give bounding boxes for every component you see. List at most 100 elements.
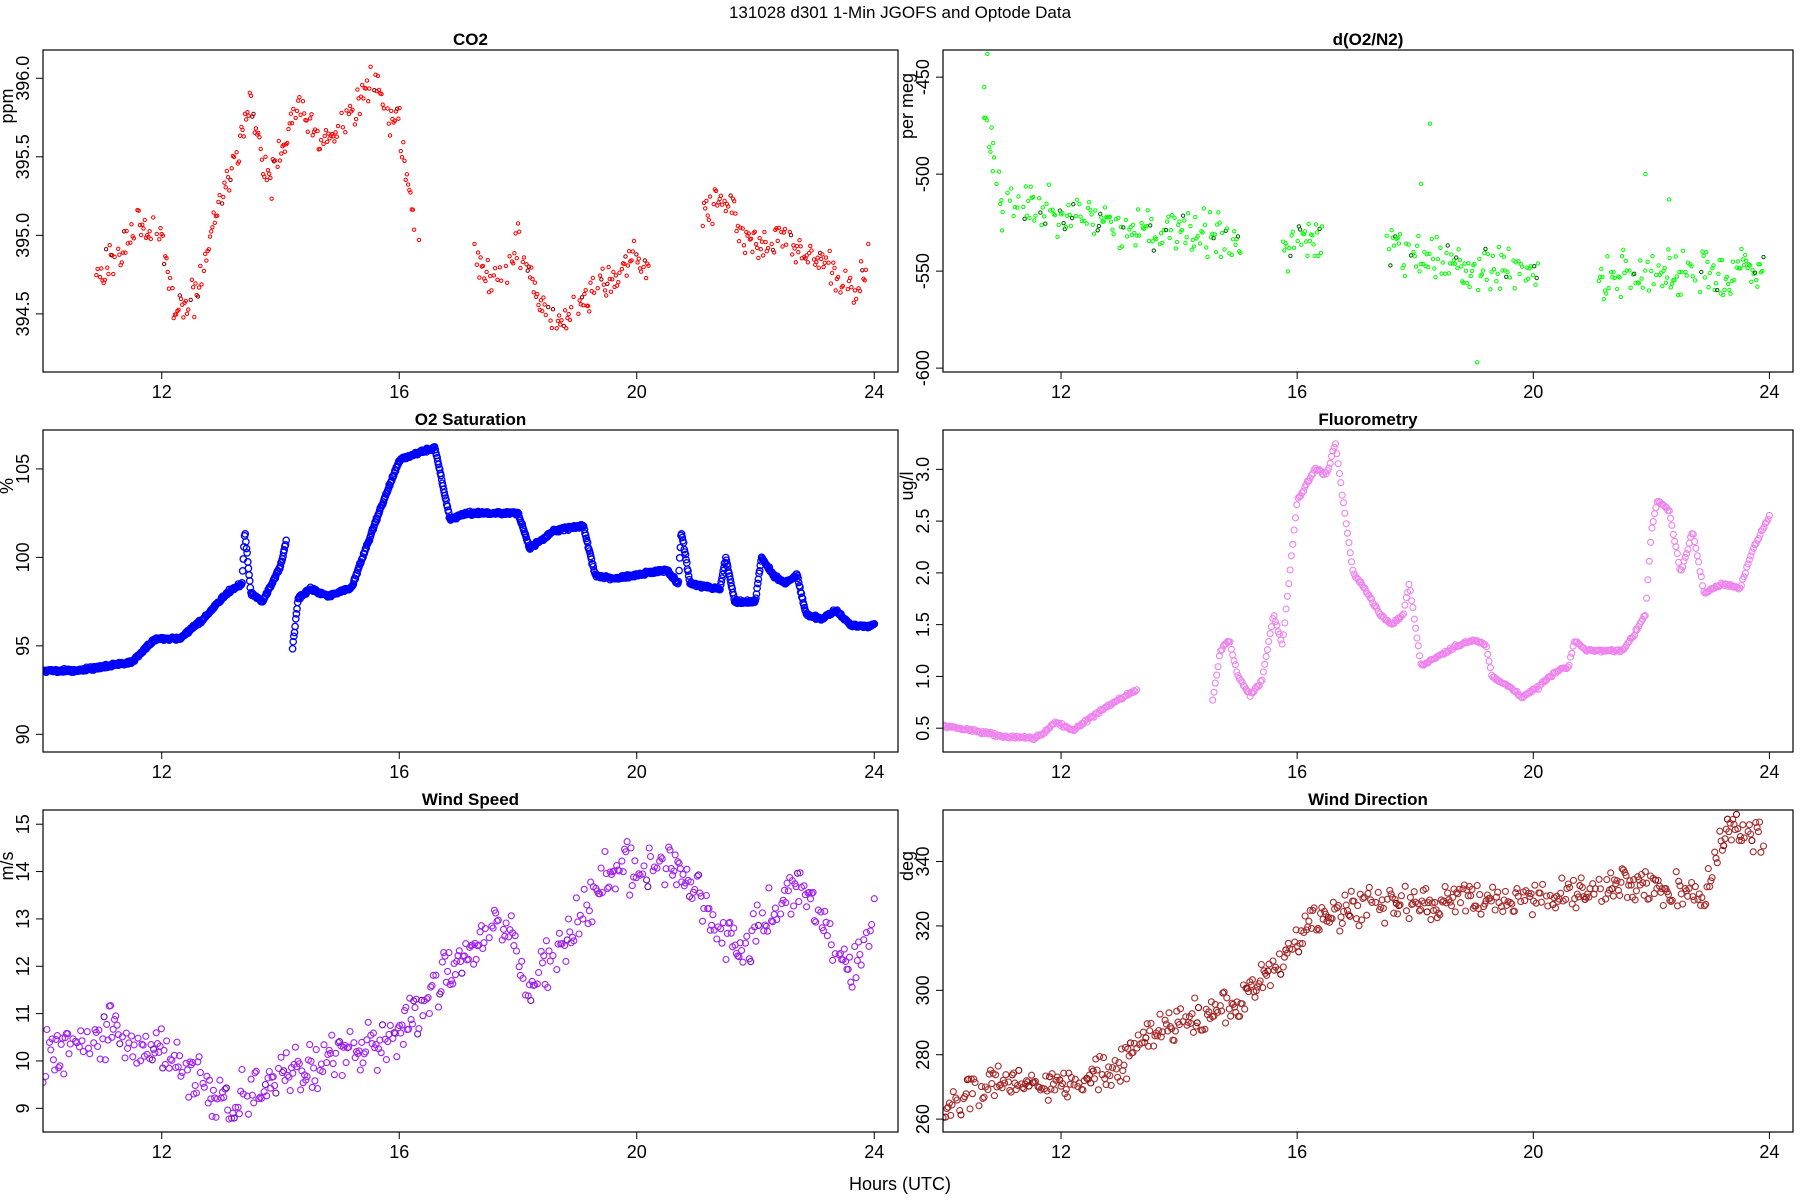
data-point xyxy=(854,296,859,302)
data-point xyxy=(244,1110,253,1118)
data-point xyxy=(1623,258,1628,264)
data-point xyxy=(1699,582,1707,590)
data-point xyxy=(856,950,864,959)
data-point xyxy=(1732,277,1737,283)
data-point xyxy=(1402,594,1410,602)
data-point xyxy=(1455,265,1460,271)
data-point xyxy=(576,311,581,316)
data-point xyxy=(129,1053,137,1061)
data-point xyxy=(208,1112,216,1120)
data-point xyxy=(717,577,726,586)
data-point xyxy=(780,244,785,249)
data-point xyxy=(519,974,527,982)
data-point xyxy=(1135,207,1141,212)
data-point xyxy=(1645,259,1650,265)
data-point xyxy=(1415,907,1423,915)
data-point xyxy=(310,1064,318,1072)
data-point xyxy=(816,265,821,270)
y-axis-label: deg xyxy=(897,851,917,881)
data-point xyxy=(1719,257,1725,263)
data-point xyxy=(640,862,648,870)
data-point xyxy=(350,1039,358,1047)
data-point xyxy=(1139,220,1144,226)
data-point xyxy=(1482,250,1487,256)
data-point xyxy=(1338,919,1346,927)
data-point xyxy=(524,262,529,267)
data-point xyxy=(1534,275,1539,281)
data-point xyxy=(401,140,406,145)
data-point xyxy=(1432,266,1437,271)
data-point xyxy=(200,1083,208,1091)
data-point xyxy=(1725,281,1731,287)
data-point xyxy=(811,257,817,262)
data-point xyxy=(518,957,526,965)
data-point xyxy=(815,255,820,260)
data-point xyxy=(107,243,112,248)
data-point xyxy=(1271,618,1279,626)
data-point xyxy=(1345,911,1353,919)
data-point xyxy=(277,158,283,163)
data-point xyxy=(827,248,832,254)
data-point xyxy=(332,1049,340,1057)
data-point xyxy=(736,239,742,244)
data-point xyxy=(676,865,684,873)
data-point xyxy=(286,126,291,132)
x-tick-label: 20 xyxy=(1523,1142,1543,1162)
data-point xyxy=(1662,265,1667,271)
data-point xyxy=(408,1020,416,1028)
data-point xyxy=(784,242,789,247)
data-point xyxy=(263,1092,271,1100)
data-point xyxy=(1756,818,1764,826)
data-point xyxy=(247,1075,255,1083)
data-point xyxy=(166,286,172,291)
data-point xyxy=(1397,892,1405,900)
data-point xyxy=(1159,1028,1167,1036)
data-point xyxy=(1182,218,1187,223)
data-point xyxy=(196,285,202,290)
data-point xyxy=(1295,948,1303,956)
data-point xyxy=(427,983,435,991)
data-point xyxy=(1310,466,1318,474)
data-point xyxy=(265,1067,273,1076)
data-point xyxy=(1057,208,1063,213)
data-point xyxy=(103,247,109,252)
data-point xyxy=(304,118,309,123)
data-point xyxy=(236,159,242,164)
data-point xyxy=(580,885,588,893)
data-point xyxy=(1142,1034,1150,1042)
data-point xyxy=(1325,464,1333,472)
data-point xyxy=(1190,237,1196,243)
data-point xyxy=(1452,261,1458,266)
data-point xyxy=(1129,1048,1137,1057)
y-tick-label: 340 xyxy=(913,846,933,876)
data-point xyxy=(206,247,212,252)
data-point xyxy=(711,202,716,207)
data-point xyxy=(165,269,170,275)
data-point xyxy=(362,1048,370,1056)
data-point xyxy=(1319,224,1325,229)
data-point xyxy=(843,268,848,273)
data-point xyxy=(1496,244,1502,250)
data-point xyxy=(1275,950,1283,958)
data-point xyxy=(1485,251,1491,257)
data-point xyxy=(137,222,143,228)
data-point xyxy=(1168,228,1174,233)
data-point xyxy=(1024,213,1030,218)
y-tick-label: -550 xyxy=(913,253,933,289)
data-point xyxy=(273,158,278,163)
data-point xyxy=(1060,1069,1068,1077)
data-point xyxy=(1330,443,1338,451)
data-point xyxy=(1716,271,1721,276)
data-point xyxy=(1484,277,1489,282)
data-point xyxy=(222,1084,230,1092)
data-point xyxy=(606,264,611,270)
x-tick-label: 24 xyxy=(1759,762,1779,782)
data-point xyxy=(1200,230,1205,235)
data-point xyxy=(561,323,567,329)
data-point xyxy=(518,265,523,271)
data-point xyxy=(264,177,269,183)
data-point xyxy=(504,280,510,285)
data-point xyxy=(1282,605,1290,613)
data-point xyxy=(1401,882,1409,890)
